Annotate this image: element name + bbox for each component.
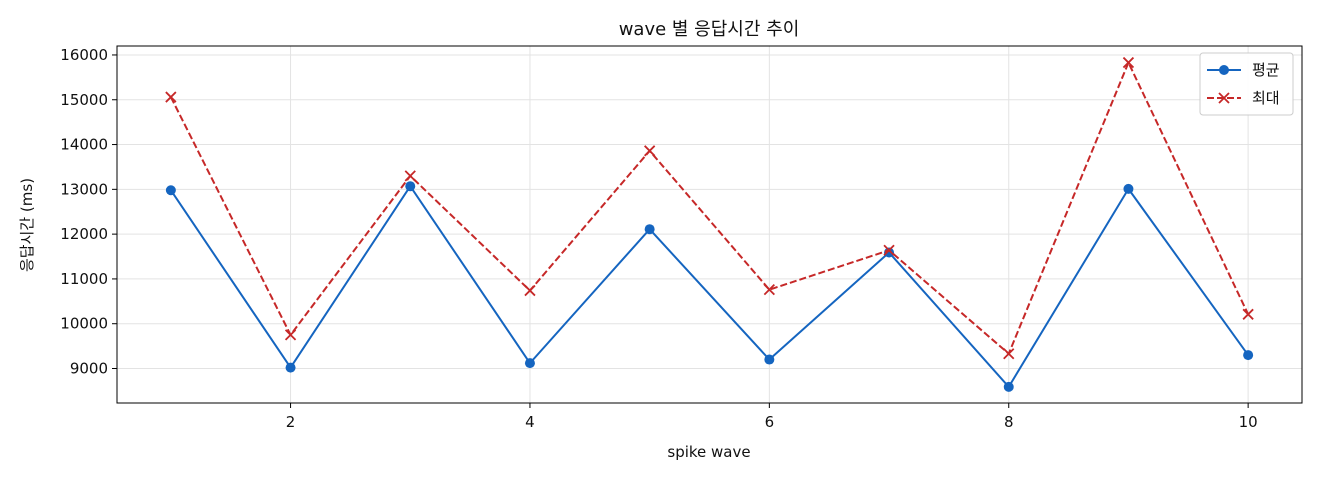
data-point <box>524 284 536 297</box>
x-tick-label: 6 <box>765 413 775 431</box>
data-point <box>644 224 655 235</box>
data-point <box>404 170 416 182</box>
data-point <box>524 358 535 369</box>
grid <box>117 46 1302 403</box>
series-line <box>169 61 1250 355</box>
y-tick-label: 15000 <box>60 91 108 109</box>
y-axis: 9000 10000 11000 12000 13000 14000 15000 16000 <box>60 46 117 378</box>
x-tick-label: 8 <box>1004 413 1014 431</box>
y-tick-label: 10000 <box>60 315 108 333</box>
data-point <box>285 362 296 373</box>
series-line <box>170 185 1249 388</box>
plot-frame <box>116 45 1303 404</box>
y-tick-label: 9000 <box>70 360 108 378</box>
x-tick-label: 2 <box>286 413 296 431</box>
data-point <box>1123 183 1134 194</box>
y-tick-label: 13000 <box>60 180 108 198</box>
y-tick-label: 11000 <box>60 270 108 288</box>
data-point <box>1243 350 1254 361</box>
legend-item: 최대 <box>1207 89 1280 107</box>
data-point <box>284 329 297 341</box>
legend-label: 최대 <box>1252 89 1280 107</box>
x-tick-label: 4 <box>525 413 535 431</box>
y-tick-label: 16000 <box>60 46 108 64</box>
series-layer <box>165 56 1254 392</box>
data-point <box>883 244 895 256</box>
legend-marker <box>1219 65 1229 75</box>
series-평균 <box>165 181 1254 392</box>
x-axis: 2 4 6 8 10 <box>286 403 1258 431</box>
legend-marker <box>1218 92 1230 104</box>
y-tick-label: 12000 <box>60 225 108 243</box>
data-point <box>884 247 895 258</box>
series-최대 <box>165 56 1254 360</box>
y-axis-title: 응답시간 (ms) <box>18 178 36 272</box>
x-tick-label: 10 <box>1239 413 1258 431</box>
data-point <box>1242 308 1254 320</box>
y-tick-label: 14000 <box>60 136 108 154</box>
data-point <box>1122 56 1135 69</box>
data-point <box>165 91 177 103</box>
plot-background <box>117 46 1302 403</box>
data-point <box>763 284 775 296</box>
data-point <box>644 145 656 157</box>
data-point <box>764 354 775 365</box>
legend-label: 평균 <box>1252 61 1280 79</box>
chart-title: wave 별 응답시간 추이 <box>619 19 800 40</box>
data-point <box>1003 348 1015 360</box>
data-point <box>405 181 416 192</box>
data-point <box>1003 381 1014 392</box>
x-axis-title: spike wave <box>667 443 750 461</box>
legend-item: 평균 <box>1207 61 1280 79</box>
data-point <box>165 185 176 196</box>
